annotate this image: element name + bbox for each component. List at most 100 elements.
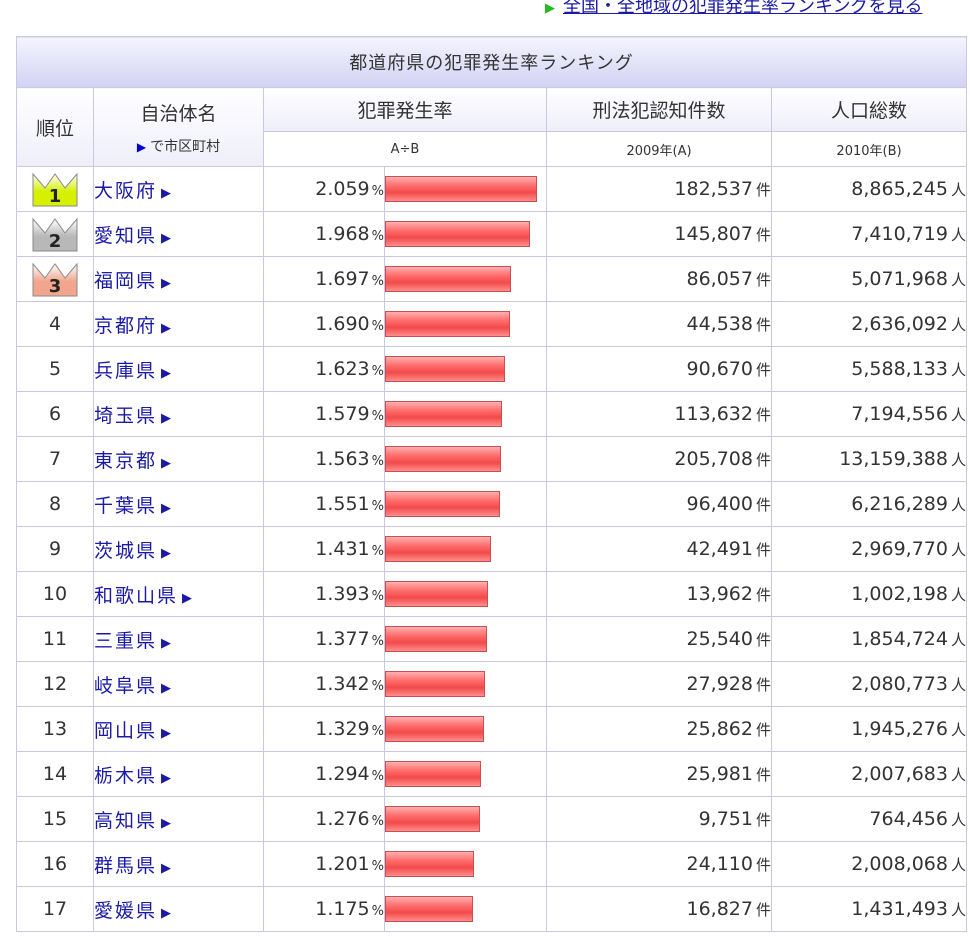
prefecture-link[interactable]: 三重県 <box>94 629 158 652</box>
cases-value: 25,981 <box>686 763 753 785</box>
cases-unit: 件 <box>755 406 771 424</box>
rate-value: 1.377 <box>315 628 370 650</box>
table-row: 3 福岡県 ▶ 1.697% 86,057 件 5,071,968 人 <box>16 256 967 302</box>
rate-value: 1.551 <box>315 493 370 515</box>
rank-number: 9 <box>48 538 62 560</box>
prefecture-cell: 千葉県 ▶ <box>93 481 264 527</box>
cases-value: 86,057 <box>686 268 753 290</box>
expand-municipalities-icon[interactable]: ▶ <box>161 815 172 831</box>
rate-value: 1.201 <box>315 853 370 875</box>
rate-unit: % <box>371 274 384 289</box>
rate-bar-cell <box>384 166 547 212</box>
rate-unit: % <box>371 724 384 739</box>
population-value: 1,854,724 <box>851 628 948 650</box>
rate-header: 犯罪発生率 <box>263 87 547 132</box>
rate-bar <box>385 401 502 427</box>
rate-value: 1.342 <box>315 673 370 695</box>
table-row: 15 高知県 ▶ 1.276% 9,751 件 764,456 人 <box>16 796 967 842</box>
cases-unit: 件 <box>755 901 771 919</box>
rate-bar <box>385 491 500 517</box>
rank-number: 8 <box>48 493 62 515</box>
prefecture-link[interactable]: 東京都 <box>94 449 158 472</box>
rate-cell: 1.175% <box>263 886 385 932</box>
rate-value: 1.393 <box>315 583 370 605</box>
prefecture-link[interactable]: 愛媛県 <box>94 899 158 922</box>
prefecture-link[interactable]: 兵庫県 <box>94 359 158 382</box>
prefecture-link[interactable]: 高知県 <box>94 809 158 832</box>
population-unit: 人 <box>950 901 966 919</box>
expand-municipalities-icon[interactable]: ▶ <box>161 635 172 651</box>
expand-municipalities-icon[interactable]: ▶ <box>161 275 172 291</box>
rank-number: 11 <box>42 628 68 650</box>
crown-icon: 3 <box>32 262 78 297</box>
rate-bar <box>385 761 481 787</box>
rate-value: 1.968 <box>315 223 370 245</box>
prefecture-link[interactable]: 福岡県 <box>94 269 158 292</box>
prefecture-link[interactable]: 千葉県 <box>94 494 158 517</box>
prefecture-link[interactable]: 埼玉県 <box>94 404 158 427</box>
population-value: 5,071,968 <box>851 268 948 290</box>
table-row: 16 群馬県 ▶ 1.201% 24,110 件 2,008,068 人 <box>16 841 967 887</box>
rank-number: 17 <box>42 898 68 920</box>
population-unit: 人 <box>950 631 966 649</box>
expand-municipalities-icon[interactable]: ▶ <box>161 365 172 381</box>
rate-subheader: A÷B <box>263 131 547 167</box>
rate-bar <box>385 356 505 382</box>
rank-number: 4 <box>48 313 62 335</box>
cases-unit: 件 <box>755 271 771 289</box>
expand-municipalities-icon[interactable]: ▶ <box>161 860 172 876</box>
prefecture-link[interactable]: 群馬県 <box>94 854 158 877</box>
expand-municipalities-icon[interactable]: ▶ <box>161 410 172 426</box>
expand-municipalities-icon[interactable]: ▶ <box>161 320 172 336</box>
prefecture-link[interactable]: 愛知県 <box>94 224 158 247</box>
prefecture-link[interactable]: 岐阜県 <box>94 674 158 697</box>
rate-unit: % <box>371 409 384 424</box>
rate-bar-cell <box>384 526 547 572</box>
expand-municipalities-icon[interactable]: ▶ <box>161 230 172 246</box>
expand-municipalities-icon[interactable]: ▶ <box>161 185 172 201</box>
prefecture-cell: 埼玉県 ▶ <box>93 391 264 437</box>
population-value: 7,194,556 <box>851 403 948 425</box>
rate-bar <box>385 716 484 742</box>
prefecture-link[interactable]: 茨城県 <box>94 539 158 562</box>
rate-cell: 1.551% <box>263 481 385 527</box>
population-value: 5,588,133 <box>851 358 948 380</box>
cases-value: 205,708 <box>674 448 753 470</box>
rate-bar <box>385 221 530 247</box>
prefecture-link[interactable]: 岡山県 <box>94 719 158 742</box>
rate-bar <box>385 446 501 472</box>
rate-bar-cell <box>384 886 547 932</box>
expand-municipalities-icon[interactable]: ▶ <box>161 905 172 921</box>
prefecture-link[interactable]: 京都府 <box>94 314 158 337</box>
population-unit: 人 <box>950 766 966 784</box>
population-unit: 人 <box>950 316 966 334</box>
expand-municipalities-icon[interactable]: ▶ <box>161 545 172 561</box>
prefecture-cell: 群馬県 ▶ <box>93 841 264 887</box>
population-cell: 1,431,493 人 <box>771 886 967 932</box>
expand-municipalities-icon[interactable]: ▶ <box>161 770 172 786</box>
rank-number: 10 <box>42 583 68 605</box>
rank-cell: 9 <box>16 526 94 572</box>
population-unit: 人 <box>950 181 966 199</box>
population-cell: 7,410,719 人 <box>771 211 967 257</box>
population-cell: 2,969,770 人 <box>771 526 967 572</box>
rank-cell: 4 <box>16 301 94 347</box>
rate-cell: 1.579% <box>263 391 385 437</box>
expand-municipalities-icon[interactable]: ▶ <box>161 455 172 471</box>
expand-municipalities-icon[interactable]: ▶ <box>161 500 172 516</box>
rate-bar-cell <box>384 796 547 842</box>
rank-cell: 16 <box>16 841 94 887</box>
population-value: 13,159,388 <box>839 448 948 470</box>
population-cell: 7,194,556 人 <box>771 391 967 437</box>
prefecture-link[interactable]: 和歌山県 <box>94 584 179 607</box>
expand-municipalities-icon[interactable]: ▶ <box>161 725 172 741</box>
rank-number: 14 <box>42 763 68 785</box>
prefecture-link[interactable]: 大阪府 <box>94 179 158 202</box>
expand-municipalities-icon[interactable]: ▶ <box>161 680 172 696</box>
rate-bar-cell <box>384 211 547 257</box>
population-unit: 人 <box>950 406 966 424</box>
all-regions-ranking-link[interactable]: 全国・全地域の犯罪発生率ランキングを見る <box>563 0 923 17</box>
prefecture-link[interactable]: 栃木県 <box>94 764 158 787</box>
rank-number: 12 <box>42 673 68 695</box>
expand-municipalities-icon[interactable]: ▶ <box>182 590 193 606</box>
